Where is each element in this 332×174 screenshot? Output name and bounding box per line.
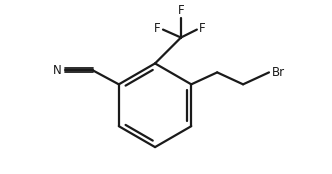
Text: N: N <box>53 64 62 77</box>
Text: Br: Br <box>272 66 285 79</box>
Text: F: F <box>154 22 161 35</box>
Text: F: F <box>199 22 206 35</box>
Text: F: F <box>178 4 184 17</box>
